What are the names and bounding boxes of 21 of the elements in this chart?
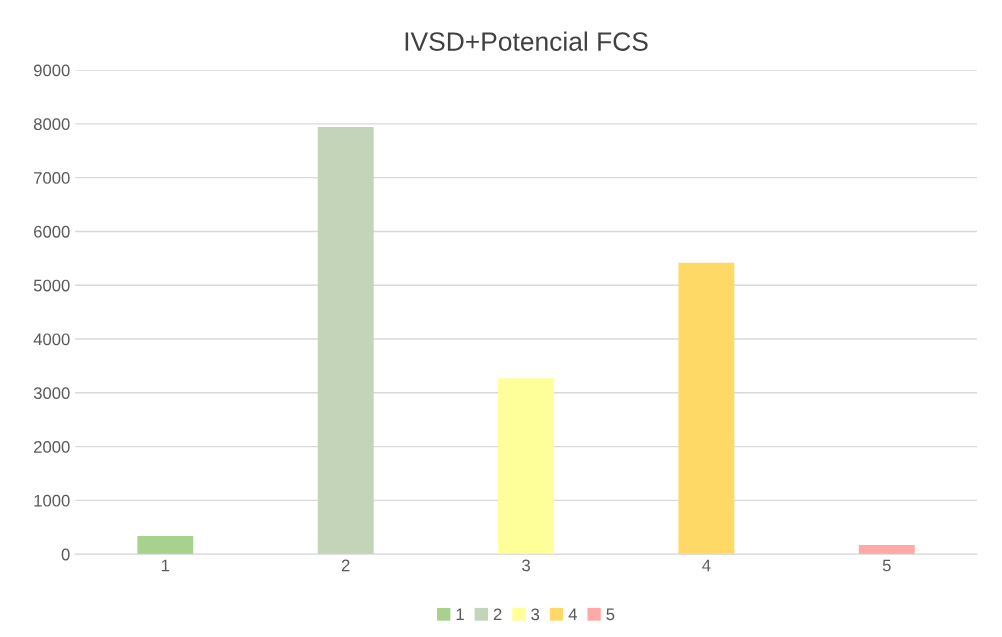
x-tick-label: 5: [882, 559, 891, 572]
legend-label: 5: [606, 608, 615, 621]
y-tick-label: 1000: [34, 494, 70, 507]
x-tick-label: 2: [341, 559, 350, 572]
y-tick-label: 4000: [33, 333, 70, 346]
chart-title: IVSD+Potencial FCS: [405, 31, 648, 51]
legend-label: 2: [493, 608, 502, 621]
x-tick-label: 3: [522, 559, 530, 572]
y-tick-label: 6000: [34, 225, 70, 238]
y-tick-label: 8000: [33, 118, 70, 131]
y-tick-label: 9000: [34, 64, 70, 77]
x-tick-label: 1: [161, 559, 170, 572]
y-tick-label: 5000: [33, 279, 70, 292]
legend-label: 3: [531, 608, 540, 621]
legend-label: 4: [568, 608, 577, 621]
y-tick-label: 2000: [34, 441, 70, 453]
y-tick-label: 3000: [33, 387, 70, 400]
y-tick-label: 7000: [34, 172, 70, 184]
x-tick-label: 4: [702, 559, 711, 572]
y-tick-label: 0: [61, 548, 70, 561]
legend-label: 1: [456, 608, 464, 621]
